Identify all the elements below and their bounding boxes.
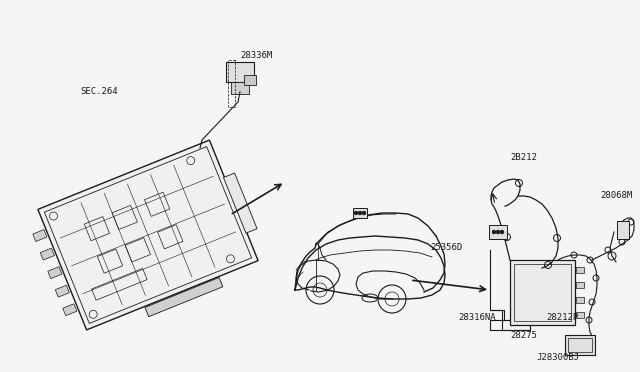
Polygon shape [63,304,77,316]
Text: 28068M: 28068M [600,190,632,199]
Text: 28336M: 28336M [240,51,272,61]
Text: 25356D: 25356D [430,244,462,253]
Text: J28300BJ: J28300BJ [536,353,579,362]
Polygon shape [38,140,258,330]
Text: 28212P: 28212P [546,314,579,323]
Polygon shape [145,278,223,317]
Polygon shape [244,75,256,85]
Polygon shape [565,335,595,355]
Polygon shape [576,312,584,318]
Polygon shape [617,221,629,239]
Text: SEC.264: SEC.264 [80,87,118,96]
Text: 28275: 28275 [510,330,537,340]
Circle shape [358,211,362,215]
Polygon shape [576,282,584,288]
Polygon shape [226,62,254,82]
Circle shape [496,230,500,234]
Circle shape [500,230,504,234]
Polygon shape [576,267,584,273]
Text: 28316NA: 28316NA [458,314,495,323]
Polygon shape [48,267,62,279]
Circle shape [354,211,358,215]
Polygon shape [510,260,575,325]
Text: 2B212: 2B212 [510,154,537,163]
Circle shape [362,211,366,215]
Polygon shape [40,248,54,260]
Polygon shape [353,208,367,218]
Circle shape [492,230,496,234]
Polygon shape [55,285,69,297]
Polygon shape [489,225,507,239]
Polygon shape [576,297,584,303]
Polygon shape [33,230,47,241]
Polygon shape [223,173,257,233]
Polygon shape [231,82,249,94]
